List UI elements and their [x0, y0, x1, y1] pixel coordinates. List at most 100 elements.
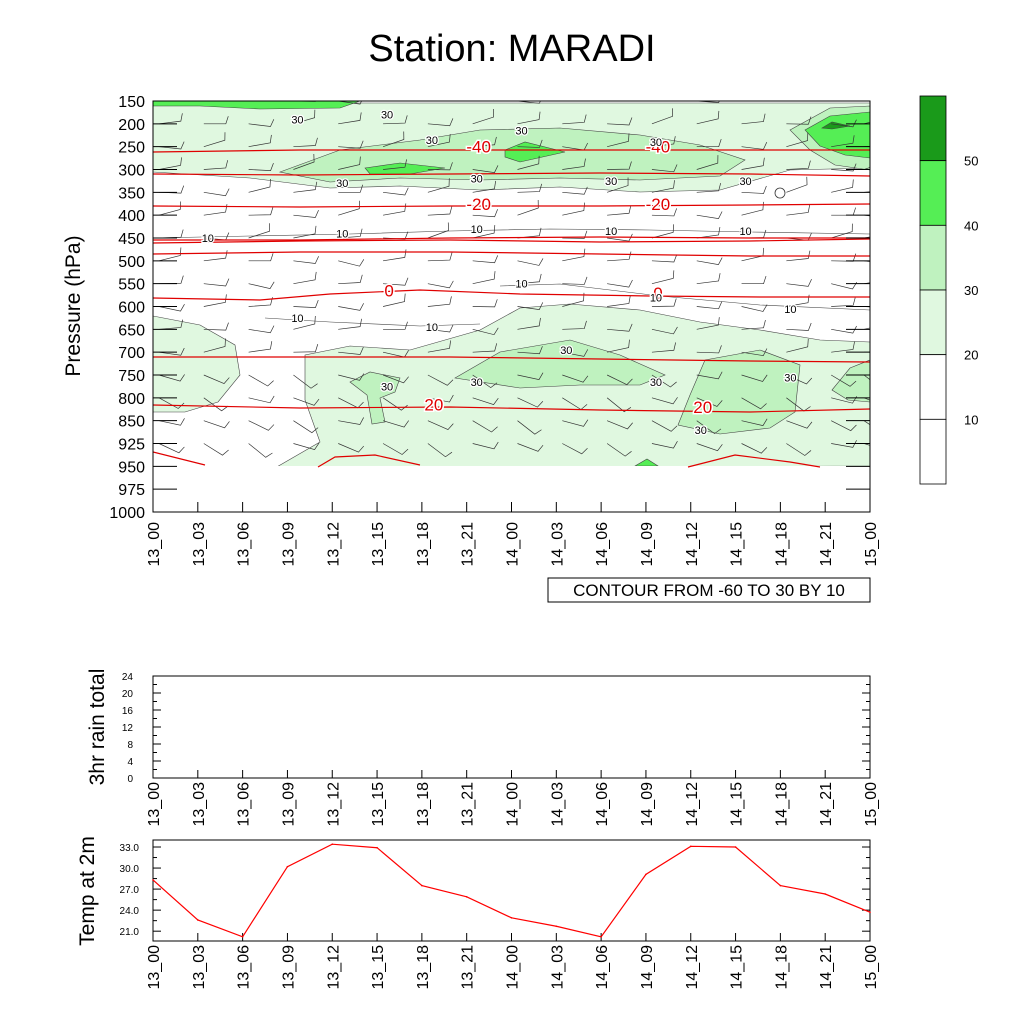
- time-tick-label: 14_12: [684, 522, 701, 567]
- wind-barb: [517, 155, 540, 170]
- speed-contour-label: 30: [695, 425, 707, 437]
- wind-barb: [472, 255, 499, 264]
- speed-contour-label: 10: [650, 292, 662, 304]
- wind-barb: [427, 374, 454, 386]
- rain-ytick-label: 12: [122, 723, 134, 734]
- temperature-ytick-label: 21.0: [120, 927, 140, 938]
- temperature-xtick-label: 13_21: [460, 945, 477, 990]
- wind-barb: [338, 200, 360, 216]
- pressure-tick-label: 450: [118, 231, 145, 248]
- wind-barb: [831, 207, 856, 216]
- wind-barb: [427, 324, 454, 333]
- colorbar-label: 40: [964, 218, 978, 233]
- temperature-xtick-label: 13_12: [325, 945, 342, 990]
- temperature-contour-label: 20: [424, 396, 443, 415]
- wind-barb: [741, 319, 766, 330]
- wind-barb: [248, 134, 272, 148]
- wind-barb: [158, 247, 182, 262]
- time-tick-label: 13_18: [415, 522, 432, 567]
- wind-barb: [786, 116, 812, 125]
- contour-info-box: [547, 577, 871, 603]
- wind-barb: [831, 325, 857, 334]
- wind-barb: [382, 131, 405, 147]
- temperature-point: [510, 917, 513, 919]
- wind-barb: [383, 277, 409, 286]
- wind-barb: [517, 199, 539, 216]
- wind-barb: [293, 153, 315, 170]
- wind-barb: [427, 340, 452, 353]
- wind-barb: [427, 118, 454, 127]
- wind-barb: [786, 322, 812, 331]
- wind-barb: [293, 420, 319, 434]
- rain-frame: [152, 675, 871, 779]
- pressure-tick-label: 750: [118, 368, 145, 385]
- wind-barb: [562, 276, 588, 285]
- rain-xtick-label: 13_03: [191, 782, 208, 827]
- wind-barb: [651, 101, 659, 102]
- time-tick-label: 14_21: [818, 522, 835, 567]
- wind-barb: [562, 349, 589, 357]
- wind-barb: [831, 119, 857, 128]
- wind-barb: [651, 440, 678, 449]
- speed-contour-label: 30: [381, 381, 393, 393]
- wind-barbs: [158, 101, 870, 458]
- wind-barb: [248, 443, 273, 458]
- wind-barb: [562, 101, 564, 102]
- temperature-ytick-label: 27.0: [120, 885, 140, 896]
- wind-barb: [696, 257, 723, 266]
- wind-barb: [338, 347, 364, 355]
- wind-barb: [562, 320, 587, 330]
- wind-barb: [607, 161, 632, 170]
- wind-barb: [831, 374, 857, 387]
- speed-contour-label: 10: [291, 313, 303, 325]
- temperature-contour-line: [153, 149, 870, 153]
- temperature-contour-line: [317, 454, 421, 468]
- temperature-xtick-label: 14_12: [684, 945, 701, 990]
- temperature-contour-line: [153, 236, 870, 241]
- wind-barb: [741, 348, 768, 356]
- wind-barb: [696, 371, 723, 380]
- temperature-xtick-label: 13_18: [415, 945, 432, 990]
- wind-barb: [293, 316, 316, 330]
- pressure-tick-label: 200: [118, 117, 145, 134]
- wind-barb: [472, 441, 499, 450]
- wind-barb: [248, 341, 273, 353]
- temperature-xtick-label: 14_09: [639, 945, 656, 990]
- temperature-contour-line: [153, 172, 870, 177]
- wind-barb: [203, 338, 226, 353]
- temperature-point: [331, 843, 334, 846]
- wind-barb: [472, 420, 498, 433]
- wind-barb: [203, 322, 229, 331]
- wind-barb: [203, 420, 230, 429]
- wind-barb: [338, 417, 364, 425]
- wind-barb: [472, 209, 498, 218]
- speed-contour-label: 10: [605, 226, 617, 238]
- wind-barb: [338, 373, 365, 381]
- wind-barb: [338, 156, 361, 170]
- calm-wind-circle: [774, 187, 786, 199]
- wind-barb: [293, 109, 316, 125]
- time-tick-label: 14_06: [594, 522, 611, 567]
- temperature-contour-line: [153, 451, 206, 466]
- wind-barb: [741, 275, 767, 285]
- wind-barb: [517, 258, 544, 266]
- wind-barb: [338, 101, 362, 105]
- time-tick-label: 14_00: [505, 522, 522, 567]
- temperature-point: [869, 911, 871, 914]
- temperature-contour-line: [687, 454, 821, 468]
- rain-ytick-label: 8: [127, 740, 133, 751]
- rain-xtick-label: 14_03: [549, 782, 566, 827]
- wind-barb: [338, 259, 365, 267]
- speed-contour-label: 30: [381, 110, 393, 122]
- wind-barb: [427, 394, 454, 403]
- wind-barb: [741, 247, 765, 262]
- speed-contour-label: 30: [739, 176, 751, 188]
- wind-barb: [248, 281, 275, 290]
- wind-barb: [158, 201, 182, 216]
- wind-barb: [831, 163, 857, 172]
- wind-barb: [427, 178, 450, 193]
- time-tick-label: 14_15: [729, 522, 746, 567]
- temperature-contour-line: [153, 238, 870, 244]
- wind-barb: [651, 224, 674, 239]
- wind-barb: [203, 294, 227, 307]
